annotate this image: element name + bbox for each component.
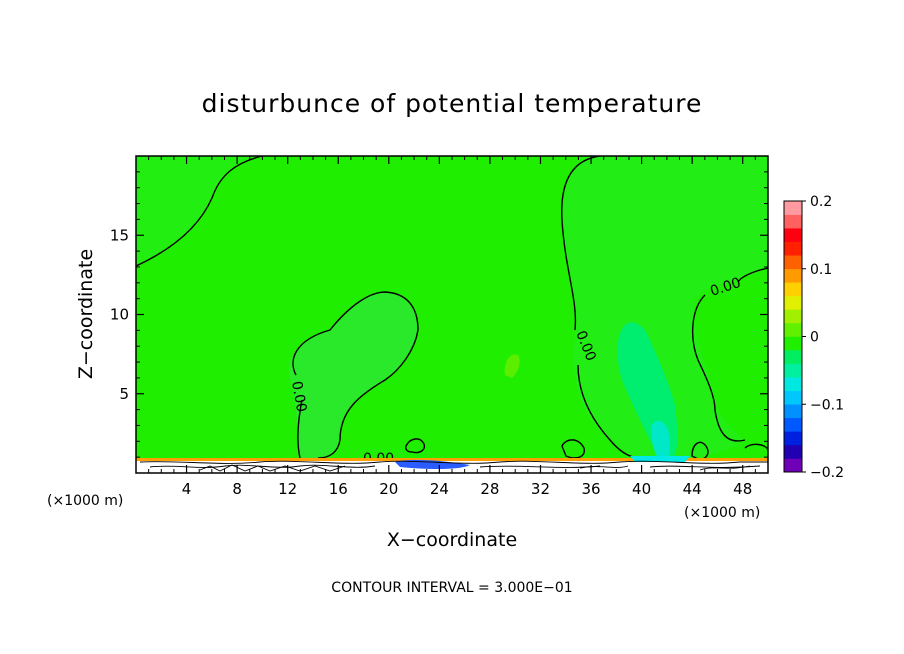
colorbar-swatch xyxy=(784,390,802,405)
colorbar-swatch xyxy=(784,322,802,337)
colorbar-tick-label: 0.1 xyxy=(810,262,832,278)
colorbar-swatch xyxy=(784,295,802,310)
x-axis: 4 8 12 16 20 24 28 32 36 40 44 48 xyxy=(148,156,756,498)
x-axis-label: X−coordinate xyxy=(387,529,517,551)
colorbar-swatch xyxy=(784,255,802,270)
x-tick-label: 36 xyxy=(581,480,600,498)
x-tick-label: 40 xyxy=(632,480,651,498)
x-tick-label: 4 xyxy=(182,480,192,498)
colorbar-swatch xyxy=(784,458,802,473)
colorbar-tick-label: −0.1 xyxy=(810,397,844,413)
y-axis: 5 10 15 xyxy=(110,171,768,458)
x-tick-label: 48 xyxy=(733,480,752,498)
y-tick-label: 10 xyxy=(110,306,129,324)
colorbar-ticks: 0.2 0.1 0 −0.1 −0.2 xyxy=(802,194,844,481)
contour-right-outer xyxy=(691,267,768,442)
chart-title: disturbunce of potential temperature xyxy=(202,89,703,118)
colorbar-swatch xyxy=(784,350,802,364)
x-tick-label: 24 xyxy=(430,480,449,498)
y-tick-label: 5 xyxy=(119,385,129,403)
x-tick-label: 20 xyxy=(379,480,398,498)
contour-bottom-small-2 xyxy=(561,439,585,459)
small-blob xyxy=(504,354,520,378)
contour-region-right xyxy=(561,156,768,458)
colorbar-swatch xyxy=(784,404,802,419)
surface-blue-patch xyxy=(395,459,470,470)
negative-plume-core xyxy=(651,420,670,462)
contour-bottom-small-4 xyxy=(744,443,768,451)
colorbar-swatch xyxy=(784,309,802,324)
surface-cyan-patch xyxy=(630,456,690,462)
colorbar-swatch xyxy=(784,363,802,378)
contour-left xyxy=(136,156,263,267)
colorbar-swatch xyxy=(784,431,802,446)
x-tick-label: 28 xyxy=(480,480,499,498)
x-tick-label: 16 xyxy=(329,480,348,498)
x-tick-label: 32 xyxy=(531,480,550,498)
colorbar-swatch xyxy=(784,282,802,297)
colorbar-swatch xyxy=(784,201,802,215)
x-unit-left: (×1000 m) xyxy=(47,493,123,509)
x-tick-label: 8 xyxy=(232,480,242,498)
colorbar-swatch xyxy=(784,228,802,242)
contour-interval-note: CONTOUR INTERVAL = 3.000E−01 xyxy=(331,580,572,596)
colorbar-swatch xyxy=(784,417,802,432)
colorbar-tick-label: 0.2 xyxy=(810,194,832,210)
colorbar-swatch xyxy=(784,336,802,351)
colorbar-tick-label: 0 xyxy=(810,330,819,346)
colorbar-tick-label: −0.2 xyxy=(810,465,844,481)
contour-middle xyxy=(292,291,419,459)
colorbar-swatch xyxy=(784,268,802,283)
x-tick-label: 12 xyxy=(278,480,297,498)
y-tick-label: 15 xyxy=(110,226,129,244)
colorbar xyxy=(784,201,802,473)
colorbar-swatch xyxy=(784,214,802,229)
surface-layer xyxy=(136,456,768,473)
contour-region-left xyxy=(136,156,262,266)
contour-lines xyxy=(136,156,768,461)
x-unit-right: (×1000 m) xyxy=(684,505,760,521)
colorbar-swatch xyxy=(784,444,802,459)
colorbar-swatch xyxy=(784,241,802,256)
contour-right xyxy=(561,156,641,459)
x-tick-label: 44 xyxy=(683,480,702,498)
plot-area: 0.00 0.00 0.00 0.00 xyxy=(136,156,768,473)
colorbar-swatch xyxy=(784,377,802,391)
surface-orange-band xyxy=(136,458,768,461)
contour-bottom-small xyxy=(405,438,426,454)
contour-label-1: 0.00 xyxy=(288,380,309,413)
y-axis-label: Z−coordinate xyxy=(75,249,97,379)
